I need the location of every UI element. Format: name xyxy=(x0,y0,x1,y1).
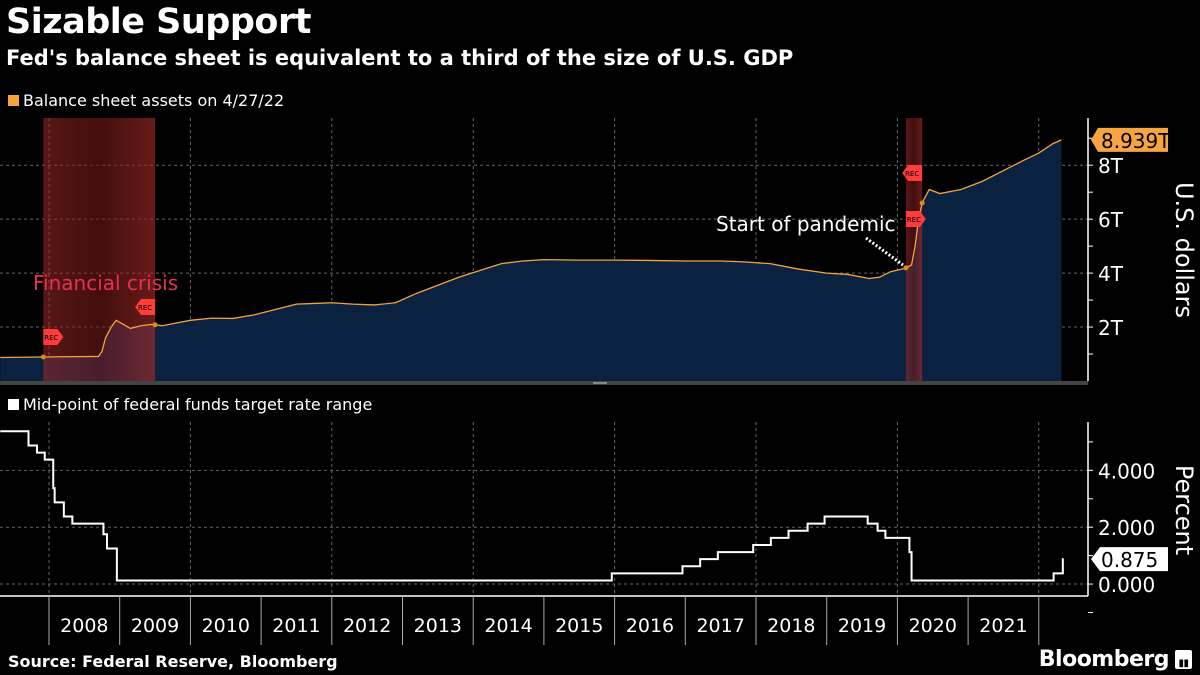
y-tick-label-bottom: 0.000 xyxy=(1098,573,1155,597)
x-tick-label: 2014 xyxy=(484,615,532,637)
fed-funds-line xyxy=(0,430,1064,582)
legend-balance-sheet: Balance sheet assets on 4/27/22 xyxy=(8,91,284,110)
x-tick-label: 2008 xyxy=(60,615,108,637)
panel-separator xyxy=(0,381,1088,385)
y-tick-label-top: 8T xyxy=(1098,154,1124,178)
legend-fed-funds: Mid-point of federal funds target rate r… xyxy=(8,395,372,414)
legend-label: Mid-point of federal funds target rate r… xyxy=(23,395,373,414)
recession-marker xyxy=(902,165,923,181)
y-tick-label-bottom: 2.000 xyxy=(1098,516,1155,540)
recession-marker xyxy=(135,299,156,315)
bloomberg-logo: Bloomberg ▮▮ xyxy=(1039,647,1192,672)
panel-resize-handle xyxy=(593,382,607,384)
last-value-label-bottom: 0.875 xyxy=(1101,548,1158,572)
recession-point xyxy=(903,265,909,271)
x-tick-label: 2011 xyxy=(272,615,320,637)
y-tick-label-top: 4T xyxy=(1098,262,1124,286)
recession-point xyxy=(152,322,158,328)
last-value-tag-top xyxy=(1091,127,1168,152)
last-value-tag-bottom xyxy=(1091,547,1168,572)
x-tick-label: 2010 xyxy=(202,615,250,637)
recession-marker-label: REC xyxy=(905,170,919,178)
x-tick-label: 2019 xyxy=(838,615,886,637)
y-tick-label-top: 6T xyxy=(1098,208,1124,232)
x-tick-label: 2021 xyxy=(979,615,1027,637)
x-tick-label: 2015 xyxy=(555,615,603,637)
legend-swatch-white xyxy=(8,399,19,410)
annotation-financial-crisis: Financial crisis xyxy=(33,271,178,295)
x-tick-label: 2009 xyxy=(131,615,179,637)
chart-title: Sizable Support xyxy=(6,2,311,42)
x-tick-label: 2012 xyxy=(343,615,391,637)
bar-chart-icon: ▮▮ xyxy=(1175,650,1192,669)
y-tick-label-bottom: 4.000 xyxy=(1098,459,1155,483)
y-axis-label-bottom: Percent xyxy=(1170,465,1198,555)
legend-swatch-orange xyxy=(8,95,19,106)
x-tick-label: 2018 xyxy=(767,615,815,637)
recession-point xyxy=(40,354,46,360)
x-tick-label: 2017 xyxy=(696,615,744,637)
x-tick-label: 2013 xyxy=(414,615,462,637)
y-tick-label-top: 2T xyxy=(1098,316,1124,340)
recession-marker xyxy=(905,211,926,227)
balance-sheet-area xyxy=(0,139,1062,381)
recession-marker-label: REC xyxy=(907,216,921,224)
x-tick-label: 2016 xyxy=(626,615,674,637)
recession-shade xyxy=(43,118,156,381)
recession-marker-label: REC xyxy=(138,304,152,312)
recession-marker xyxy=(43,329,64,345)
y-axis-label-top: U.S. dollars xyxy=(1170,182,1198,318)
source-note: Source: Federal Reserve, Bloomberg xyxy=(8,652,338,671)
chart-subtitle: Fed's balance sheet is equivalent to a t… xyxy=(6,46,794,70)
last-value-label-top: 8.939T xyxy=(1101,129,1171,153)
annotation-start-of-pandemic: Start of pandemic xyxy=(716,212,896,236)
recession-point xyxy=(919,200,925,206)
brand-name: Bloomberg xyxy=(1038,647,1170,672)
x-tick-label: 2020 xyxy=(909,615,957,637)
recession-marker-label: REC xyxy=(44,334,58,342)
legend-label: Balance sheet assets on 4/27/22 xyxy=(23,91,285,110)
